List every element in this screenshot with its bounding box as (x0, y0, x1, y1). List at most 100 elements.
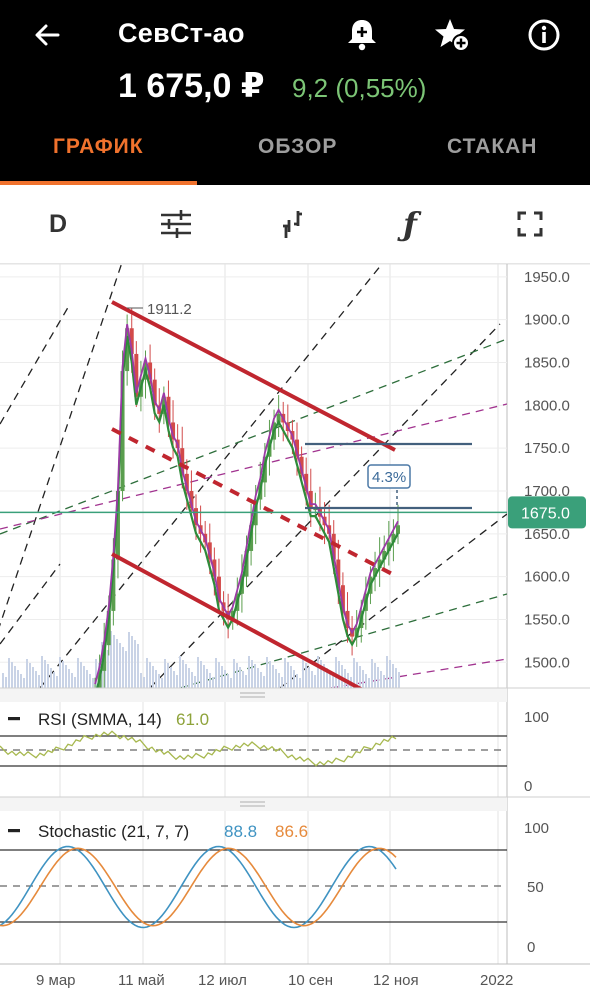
volume-bar (242, 671, 244, 688)
volume-bar (389, 660, 391, 688)
volume-bar (143, 677, 145, 688)
volume-bar (368, 678, 370, 688)
volume-bar (290, 666, 292, 688)
volume-bar (68, 669, 70, 688)
volume-bar (113, 635, 115, 688)
tab-overview[interactable]: ОБЗОР (258, 135, 338, 158)
volume-bar (308, 667, 310, 688)
settings-button[interactable] (146, 185, 206, 263)
stochastic-tick: 50 (527, 879, 544, 896)
chart-area[interactable]: 4.3% 1911.2 1950.0 1900.0 1850.0 1800.0 1750.0… (0, 263, 590, 994)
volume-bar (230, 678, 232, 688)
volume-bar (212, 677, 214, 688)
candle-body (386, 542, 391, 551)
tab-orderbook[interactable]: СТАКАН (447, 135, 538, 158)
volume-bar (140, 673, 142, 688)
volume-bar (320, 660, 322, 688)
candle-body (345, 610, 350, 629)
fullscreen-icon (517, 211, 543, 237)
volume-bar (62, 661, 64, 688)
volume-bar (356, 662, 358, 688)
stochastic-pane-divider[interactable] (0, 797, 507, 811)
add-alert-button[interactable] (340, 12, 384, 58)
price-axis-tick: 1750.0 (524, 440, 570, 457)
tab-chart[interactable]: ГРАФИК (53, 135, 144, 158)
measure-label-box[interactable] (367, 464, 411, 489)
price-plot: 4.3% 1911.2 (0, 264, 507, 688)
volume-bar (122, 647, 124, 688)
volume-bar (116, 639, 118, 688)
info-button[interactable] (522, 14, 566, 56)
candle-body (194, 508, 198, 526)
volume-bar (26, 659, 28, 688)
volume-bar (383, 675, 385, 688)
volume-bar (197, 657, 199, 688)
candle-body (106, 610, 111, 646)
volume-bar (152, 666, 154, 688)
volume-bar (311, 671, 313, 688)
volume-bar (257, 668, 259, 688)
volume-bar (371, 659, 373, 688)
indicators-button[interactable]: ƒ (380, 185, 440, 263)
candle-body (331, 533, 336, 560)
fan-trend-line (0, 303, 71, 425)
back-button[interactable] (22, 14, 72, 56)
price-axis-tick: 1800.0 (524, 397, 570, 414)
stochastic-k-value: 88.8 (224, 822, 257, 841)
moving-average-line (96, 336, 399, 688)
volume-bar (338, 661, 340, 688)
info-icon (528, 19, 560, 51)
rsi-pane[interactable] (0, 730, 507, 767)
candle-body (120, 371, 125, 491)
period-label: D (48, 209, 68, 238)
add-favorite-star-icon (435, 19, 470, 52)
volume-bar (359, 666, 361, 688)
stochastic-pane[interactable] (0, 845, 507, 929)
chart-toolbar: D ƒ (0, 185, 590, 264)
stochastic-collapse-icon[interactable] (8, 829, 20, 833)
volume-bar (266, 657, 268, 688)
volume-bar (296, 674, 298, 688)
volume-bar (155, 670, 157, 688)
moving-average-line (94, 324, 399, 685)
volume-bar (149, 662, 151, 688)
volume-bar (323, 664, 325, 688)
volume-bar (47, 664, 49, 688)
volume-bar (173, 671, 175, 688)
active-tab-indicator (0, 181, 197, 185)
chart-svg[interactable]: 4.3% 1911.2 1950.0 1900.0 1850.0 1800.0 1750.0… (0, 263, 590, 994)
price-axis-tick: 1600.0 (524, 569, 570, 586)
volume-bar (32, 667, 34, 688)
x-axis-label: 11 май (118, 972, 165, 989)
volume-bar (332, 676, 334, 688)
candle-body (295, 439, 299, 457)
volume-bar (263, 676, 265, 688)
volume-bar (8, 658, 10, 688)
volume-bar (314, 675, 316, 688)
fullscreen-button[interactable] (500, 185, 560, 263)
volume-bar (182, 660, 184, 688)
volume-bar (77, 658, 79, 688)
rsi-tick: 100 (524, 709, 549, 726)
stochastic-tick: 100 (524, 820, 549, 837)
volume-bar (167, 663, 169, 688)
rsi-collapse-icon[interactable] (8, 717, 20, 721)
candle-body (111, 559, 116, 611)
channel-lower-line (111, 552, 364, 688)
volume-bar (329, 672, 331, 688)
price-pane[interactable]: 4.3% 1911.2 1950.0 1900.0 1850.0 1800.0 1750.0… (0, 264, 586, 707)
volume-bar (170, 667, 172, 688)
volume-bar (287, 662, 289, 688)
volume-bar (128, 632, 130, 688)
volume-bar (221, 666, 223, 688)
volume-bar (80, 662, 82, 688)
rsi-pane-divider[interactable] (0, 688, 507, 702)
add-favorite-button[interactable] (430, 12, 476, 58)
x-axis-label: 12 ноя (373, 972, 419, 989)
volume-bar (362, 670, 364, 688)
volume-bar (377, 667, 379, 688)
chart-type-button[interactable] (264, 185, 324, 263)
volume-bar (65, 665, 67, 688)
period-button[interactable]: D (28, 185, 88, 263)
volume-bar (44, 660, 46, 688)
